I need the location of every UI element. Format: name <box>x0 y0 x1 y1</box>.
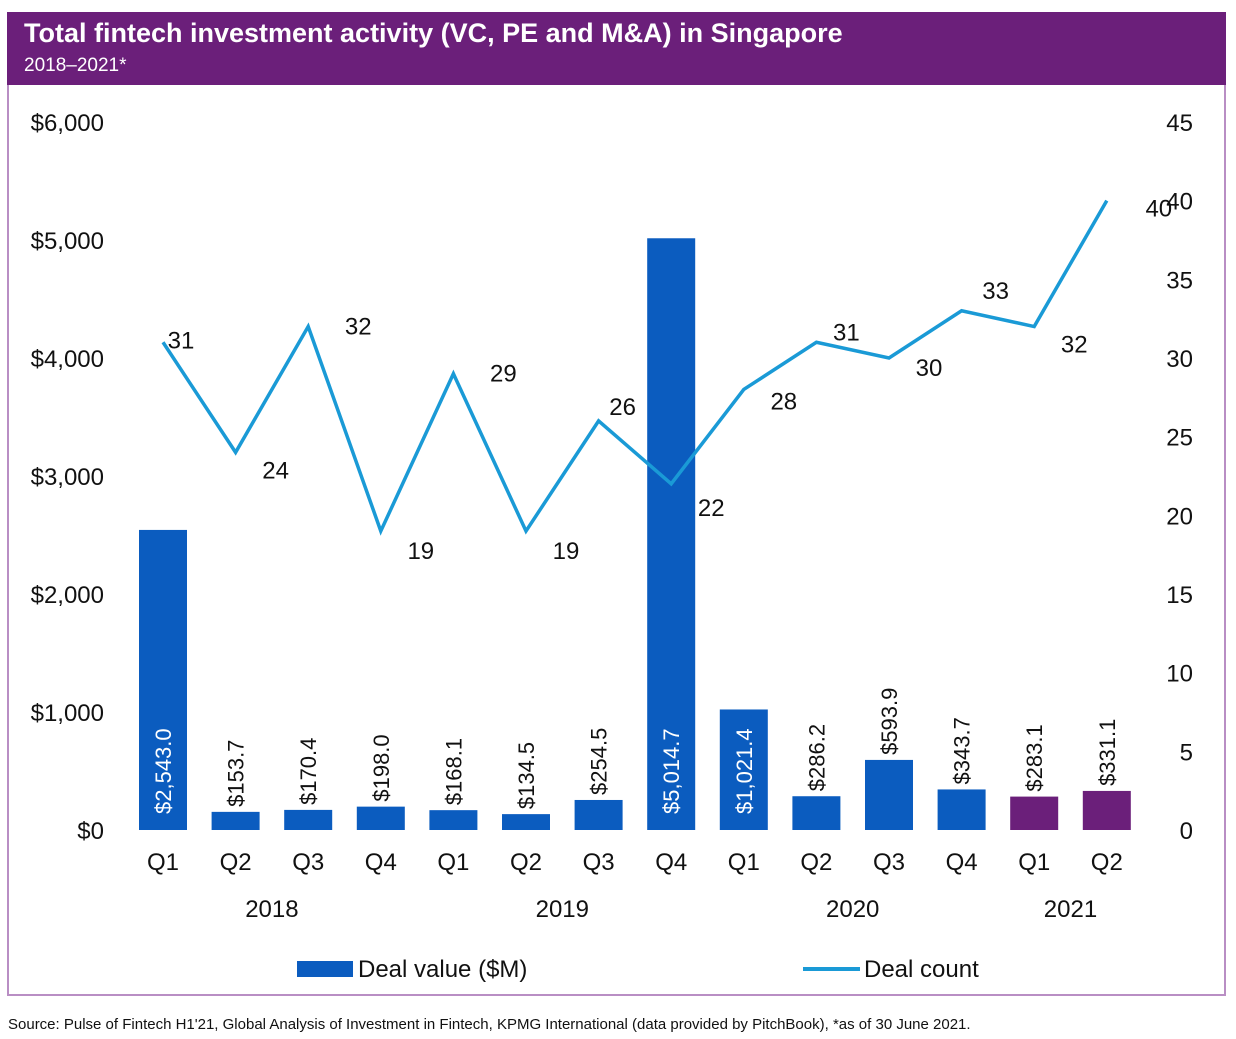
bar-label-group: $2,543.0 $153.7 $170.4 $198.0 $168.1 $134.5 $2… <box>151 688 1120 814</box>
x-group-label: 2021 <box>1044 896 1097 923</box>
right-axis-tick: 5 <box>1180 739 1193 766</box>
x-tick-label: Q3 <box>873 849 905 876</box>
right-axis-tick: 20 <box>1166 503 1193 530</box>
left-axis-tick: $5,000 <box>31 228 104 255</box>
x-tick-label: Q4 <box>365 849 397 876</box>
left-axis-tick: $2,000 <box>31 582 104 609</box>
bar <box>574 799 623 830</box>
x-tick-label: Q1 <box>437 849 469 876</box>
x-group-label: 2018 <box>245 896 298 923</box>
line-value-label: 31 <box>833 319 860 346</box>
bar <box>865 759 913 830</box>
left-axis-tick: $4,000 <box>31 346 104 373</box>
bar <box>1082 790 1131 830</box>
x-group-label: 2019 <box>536 896 589 923</box>
bar <box>937 789 986 830</box>
x-tick-label: Q1 <box>1018 849 1050 876</box>
line-value-label: 19 <box>553 538 580 565</box>
chart-canvas: $2,543.0 $153.7 $170.4 $198.0 $168.1 $134.5 $2… <box>31 110 1193 983</box>
legend-bar-swatch <box>297 961 353 977</box>
line-value-label: 19 <box>407 538 434 565</box>
bar-value-label: $168.1 <box>441 738 466 805</box>
source-note: Source: Pulse of Fintech H1'21, Global A… <box>8 1016 971 1033</box>
x-tick-label: Q2 <box>1091 849 1123 876</box>
line-value-label: 29 <box>490 361 517 388</box>
line-series <box>161 199 1109 536</box>
line-value-label: 26 <box>609 394 636 421</box>
bar <box>139 529 187 830</box>
bar <box>647 238 696 831</box>
x-axis: Q1 Q2 Q3 Q4 Q1 Q2 Q3 Q4 Q1 Q2 Q3 Q4 Q1 Q2 2018 2019 2020… <box>147 849 1123 923</box>
line-label-group: 31 24 32 19 29 19 26 22 28 31 30 33 32 40 <box>168 196 1173 565</box>
x-tick-label: Q4 <box>655 849 687 876</box>
legend-line-label: Deal count <box>864 956 979 983</box>
left-axis-tick: $1,000 <box>31 700 104 727</box>
bar-value-label: $5,014.7 <box>659 728 684 814</box>
bar-value-label: $593.9 <box>877 688 902 755</box>
right-axis-tick: 40 <box>1166 189 1193 216</box>
line-value-label: 32 <box>1061 332 1088 359</box>
x-tick-label: Q3 <box>583 849 615 876</box>
bar-value-label: $254.5 <box>587 728 612 795</box>
left-axis-tick: $6,000 <box>31 110 104 137</box>
chart-title: Total fintech investment activity (VC, P… <box>24 18 843 48</box>
left-axis: $0 $1,000 $2,000 $3,000 $4,000 $5,000 $6,000 <box>31 110 104 845</box>
line-value-label: 32 <box>345 314 372 341</box>
legend: Deal value ($M) Deal count <box>297 956 979 983</box>
bar-value-label: $198.0 <box>369 734 394 801</box>
right-axis-tick: 10 <box>1166 661 1193 688</box>
x-tick-label: Q2 <box>800 849 832 876</box>
bar <box>211 811 260 830</box>
bar <box>792 796 841 830</box>
bar <box>1010 796 1059 830</box>
bar-value-label: $134.5 <box>514 742 539 809</box>
bar-value-label: $331.1 <box>1095 719 1120 786</box>
bar <box>719 709 768 830</box>
line-value-label: 33 <box>982 278 1009 305</box>
x-tick-label: Q4 <box>946 849 978 876</box>
bar <box>356 806 405 830</box>
chart-header <box>7 12 1226 85</box>
bar <box>502 814 550 830</box>
line-value-label: 24 <box>262 457 289 484</box>
line-value-label: 31 <box>168 327 195 354</box>
x-tick-label: Q2 <box>510 849 542 876</box>
legend-bar-label: Deal value ($M) <box>358 956 527 983</box>
bar-value-label: $2,543.0 <box>151 728 176 814</box>
left-axis-tick: $0 <box>77 818 104 845</box>
bar-value-label: $153.7 <box>224 740 249 807</box>
x-tick-label: Q3 <box>292 849 324 876</box>
line-value-label: 40 <box>1145 196 1172 223</box>
right-axis-tick: 15 <box>1166 582 1193 609</box>
right-axis: 0 5 10 15 20 25 30 35 40 45 <box>1166 110 1193 845</box>
x-group-label: 2020 <box>826 896 879 923</box>
bar-value-label: $170.4 <box>296 738 321 805</box>
right-axis-tick: 0 <box>1180 818 1193 845</box>
x-tick-label: Q2 <box>220 849 252 876</box>
deal-count-line <box>161 199 1109 536</box>
bar-value-label: $343.7 <box>950 717 975 784</box>
line-value-label: 28 <box>770 388 797 415</box>
x-tick-label: Q1 <box>728 849 760 876</box>
left-axis-tick: $3,000 <box>31 464 104 491</box>
bar-value-label: $1,021.4 <box>732 728 757 814</box>
bar-series <box>139 238 1131 831</box>
right-axis-tick: 35 <box>1166 267 1193 294</box>
right-axis-tick: 25 <box>1166 425 1193 452</box>
bar-value-label: $286.2 <box>804 724 829 791</box>
right-axis-tick: 45 <box>1166 110 1193 137</box>
line-value-label: 22 <box>698 495 725 522</box>
bar <box>429 810 478 830</box>
chart-subtitle: 2018–2021* <box>24 55 127 76</box>
line-value-label: 30 <box>916 355 943 382</box>
x-tick-label: Q1 <box>147 849 179 876</box>
bar <box>284 809 333 830</box>
right-axis-tick: 30 <box>1166 346 1193 373</box>
bar-value-label: $283.1 <box>1022 724 1047 791</box>
